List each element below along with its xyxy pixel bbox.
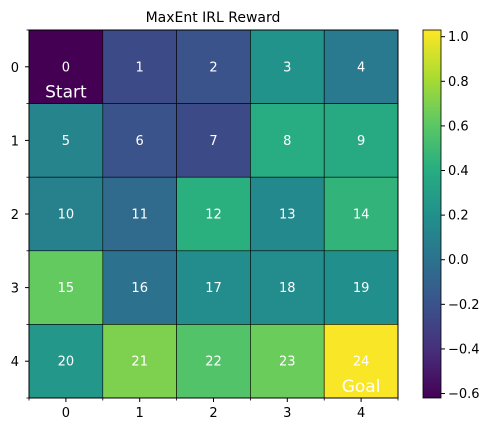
colorbar-tick-label-4: 0.2 — [448, 209, 469, 224]
cell-label-3-4: 19 — [353, 281, 370, 296]
colorbar-tick-label-2: −0.2 — [448, 298, 480, 313]
chart-title: MaxEnt IRL Reward — [146, 10, 281, 26]
heatmap-cell-1-2 — [176, 103, 251, 178]
colorbar-tick-label-0: −0.6 — [448, 387, 480, 402]
cell-label-1-2: 7 — [209, 134, 217, 149]
colorbar-tick-label-3: 0.0 — [448, 253, 469, 268]
cell-label-1-1: 6 — [136, 134, 144, 149]
heatmap-cell-4-1 — [102, 324, 177, 399]
heatmap-cell-2-4 — [323, 176, 399, 252]
y-tick-label-2: 2 — [11, 208, 19, 223]
cell-label-4-0: 20 — [58, 355, 75, 370]
cell-label-0-4: 4 — [357, 60, 365, 75]
cell-label-3-3: 18 — [279, 281, 296, 296]
cell-label-0-2: 2 — [209, 60, 217, 75]
colorbar-tick-label-6: 0.6 — [448, 119, 469, 134]
y-tick-label-1: 1 — [11, 134, 19, 149]
cell-label-3-2: 17 — [205, 281, 222, 296]
heatmap-cell-3-2 — [176, 250, 251, 325]
heatmap-cell-0-1 — [102, 29, 177, 104]
cell-label-2-0: 10 — [58, 208, 75, 223]
heatmap-cell-4-2 — [176, 324, 251, 399]
y-tick-label-0: 0 — [11, 61, 19, 76]
heatmap-cell-4-4 — [323, 324, 399, 399]
colorbar-tick-label-1: −0.4 — [448, 342, 480, 357]
heatmap-cell-3-4 — [323, 250, 399, 325]
y-tick-label-4: 4 — [11, 355, 19, 370]
heatmap-cell-1-0 — [28, 103, 104, 178]
heatmap-cell-2-3 — [250, 176, 325, 252]
heatmap-cell-3-1 — [102, 250, 177, 325]
cell-label-0-3: 3 — [283, 60, 291, 75]
y-tick-label-3: 3 — [11, 282, 19, 297]
heatmap-cell-0-0 — [28, 29, 104, 104]
cell-label-4-4: 24 — [353, 355, 370, 370]
cell-label-2-2: 12 — [205, 208, 222, 223]
cell-label-4-1: 21 — [131, 355, 148, 370]
heatmap-cell-0-3 — [250, 29, 325, 104]
heatmap-cell-2-2 — [176, 176, 251, 252]
cell-label-0-1: 1 — [136, 60, 144, 75]
cell-label-0-0: 0 — [62, 60, 70, 75]
heatmap-cell-4-0 — [28, 324, 104, 399]
annotation-goal: Goal — [342, 377, 381, 397]
cell-label-1-4: 9 — [357, 134, 365, 149]
cell-label-3-1: 16 — [131, 281, 148, 296]
colorbar-tick-label-7: 0.8 — [448, 75, 469, 90]
cell-label-1-0: 5 — [62, 134, 70, 149]
colorbar-tick-label-5: 0.4 — [448, 164, 469, 179]
cell-label-4-3: 23 — [279, 355, 296, 370]
annotation-start: Start — [45, 83, 87, 103]
cell-label-2-1: 11 — [131, 208, 148, 223]
colorbar-tick-label-8: 1.0 — [448, 30, 469, 45]
cell-label-2-4: 14 — [353, 208, 370, 223]
x-tick-label-0: 0 — [62, 406, 70, 421]
cell-label-4-2: 22 — [205, 355, 222, 370]
x-tick-label-4: 4 — [357, 406, 365, 421]
heatmap-cell-0-4 — [323, 29, 399, 104]
heatmap-cell-2-1 — [102, 176, 177, 252]
x-tick-label-2: 2 — [209, 406, 217, 421]
colorbar — [422, 29, 442, 399]
cell-label-3-0: 15 — [58, 281, 75, 296]
x-tick-label-1: 1 — [136, 406, 144, 421]
cell-label-2-3: 13 — [279, 208, 296, 223]
heatmap-cell-1-4 — [323, 103, 399, 178]
cell-label-1-3: 8 — [283, 134, 291, 149]
x-tick-label-3: 3 — [283, 406, 291, 421]
heatmap-cell-3-3 — [250, 250, 325, 325]
